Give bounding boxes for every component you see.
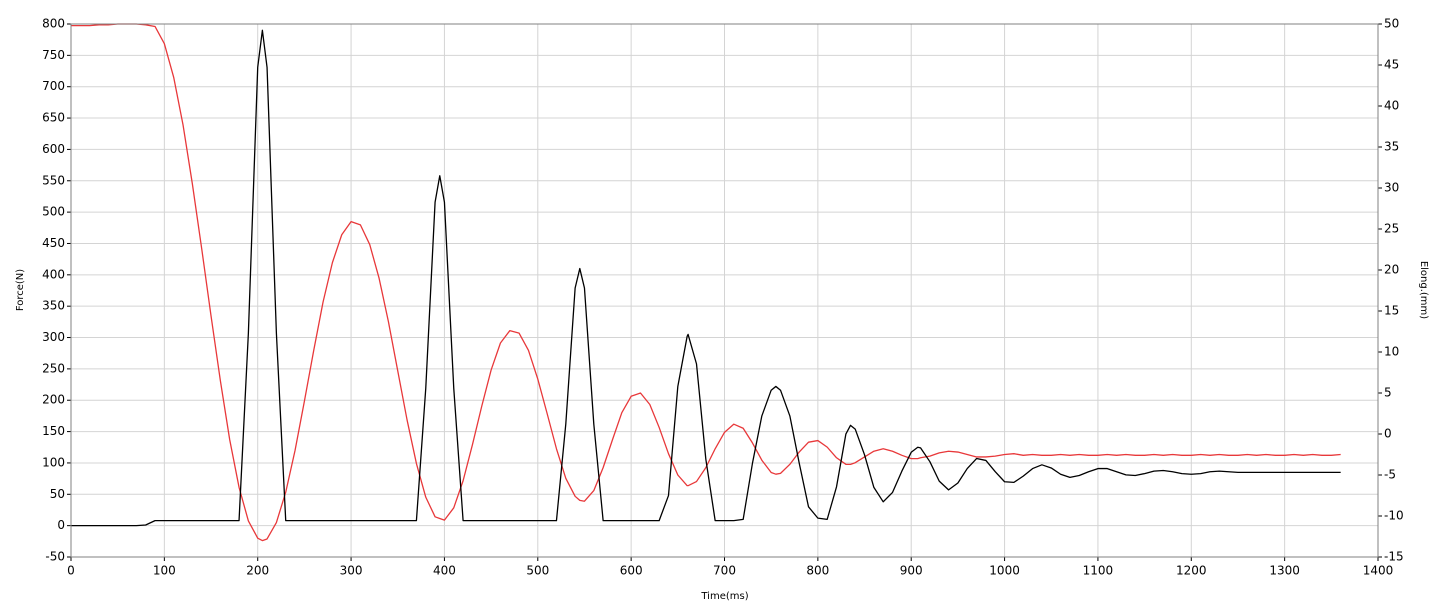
x-tick-label: 1400 [1363,564,1394,578]
x-tick-label: 100 [153,564,176,578]
y2-tick-label: 15 [1384,304,1399,318]
x-tick-label: 800 [806,564,829,578]
y-tick-label: 0 [57,518,65,532]
y-tick-label: 650 [42,111,65,125]
y2-tick-label: 0 [1384,427,1392,441]
y2-tick-label: -5 [1384,468,1396,482]
y-tick-label: 300 [42,330,65,344]
y-tick-label: 750 [42,48,65,62]
y-tick-label: 800 [42,17,65,31]
y-tick-label: 200 [42,393,65,407]
y-axis-label: Force(N) [15,269,26,311]
x-tick-label: 200 [246,564,269,578]
y2-axis-label: Elong.(mm) [1418,261,1429,319]
y2-tick-label: 20 [1384,263,1399,277]
y2-tick-label: 25 [1384,222,1399,236]
y-tick-label: 150 [42,424,65,438]
y2-tick-label: -15 [1384,550,1404,564]
y-tick-label: 100 [42,455,65,469]
series-line [71,29,1341,527]
y-tick-label: 350 [42,299,65,313]
x-tick-label: 1200 [1176,564,1207,578]
x-tick-label: 1300 [1269,564,1300,578]
y-tick-label: 250 [42,361,65,375]
y2-tick-label: 50 [1384,17,1399,31]
y2-tick-label: 30 [1384,181,1399,195]
x-tick-label: 1100 [1083,564,1114,578]
x-tick-label: 0 [67,564,75,578]
x-tick-label: 400 [433,564,456,578]
y-tick-label: 700 [42,79,65,93]
y-tick-label: 450 [42,236,65,250]
x-tick-label: 900 [900,564,923,578]
y-tick-label: 500 [42,205,65,219]
y2-tick-label: 10 [1384,345,1399,359]
y-tick-label: 400 [42,267,65,281]
x-tick-label: 300 [340,564,363,578]
y-tick-label: -50 [45,550,65,564]
y2-tick-label: -10 [1384,509,1404,523]
grid [70,23,1379,558]
plot-frame [70,23,1379,558]
x-tick-label: 500 [526,564,549,578]
axes: 0 100 200 300 400 500 600 700 800 900 1000 1100 1200… [42,17,1404,578]
y-tick-label: 600 [42,142,65,156]
y2-tick-label: 35 [1384,140,1399,154]
y2-tick-label: 5 [1384,386,1392,400]
x-tick-label: 1000 [989,564,1020,578]
y2-tick-label: 45 [1384,58,1399,72]
plot-lines [71,23,1341,542]
x-axis-label: Time(ms) [700,591,748,602]
y2-tick-label: 40 [1384,99,1399,113]
x-tick-label: 600 [620,564,643,578]
y-tick-label: 50 [50,487,65,501]
y-tick-label: 550 [42,173,65,187]
x-tick-label: 700 [713,564,736,578]
